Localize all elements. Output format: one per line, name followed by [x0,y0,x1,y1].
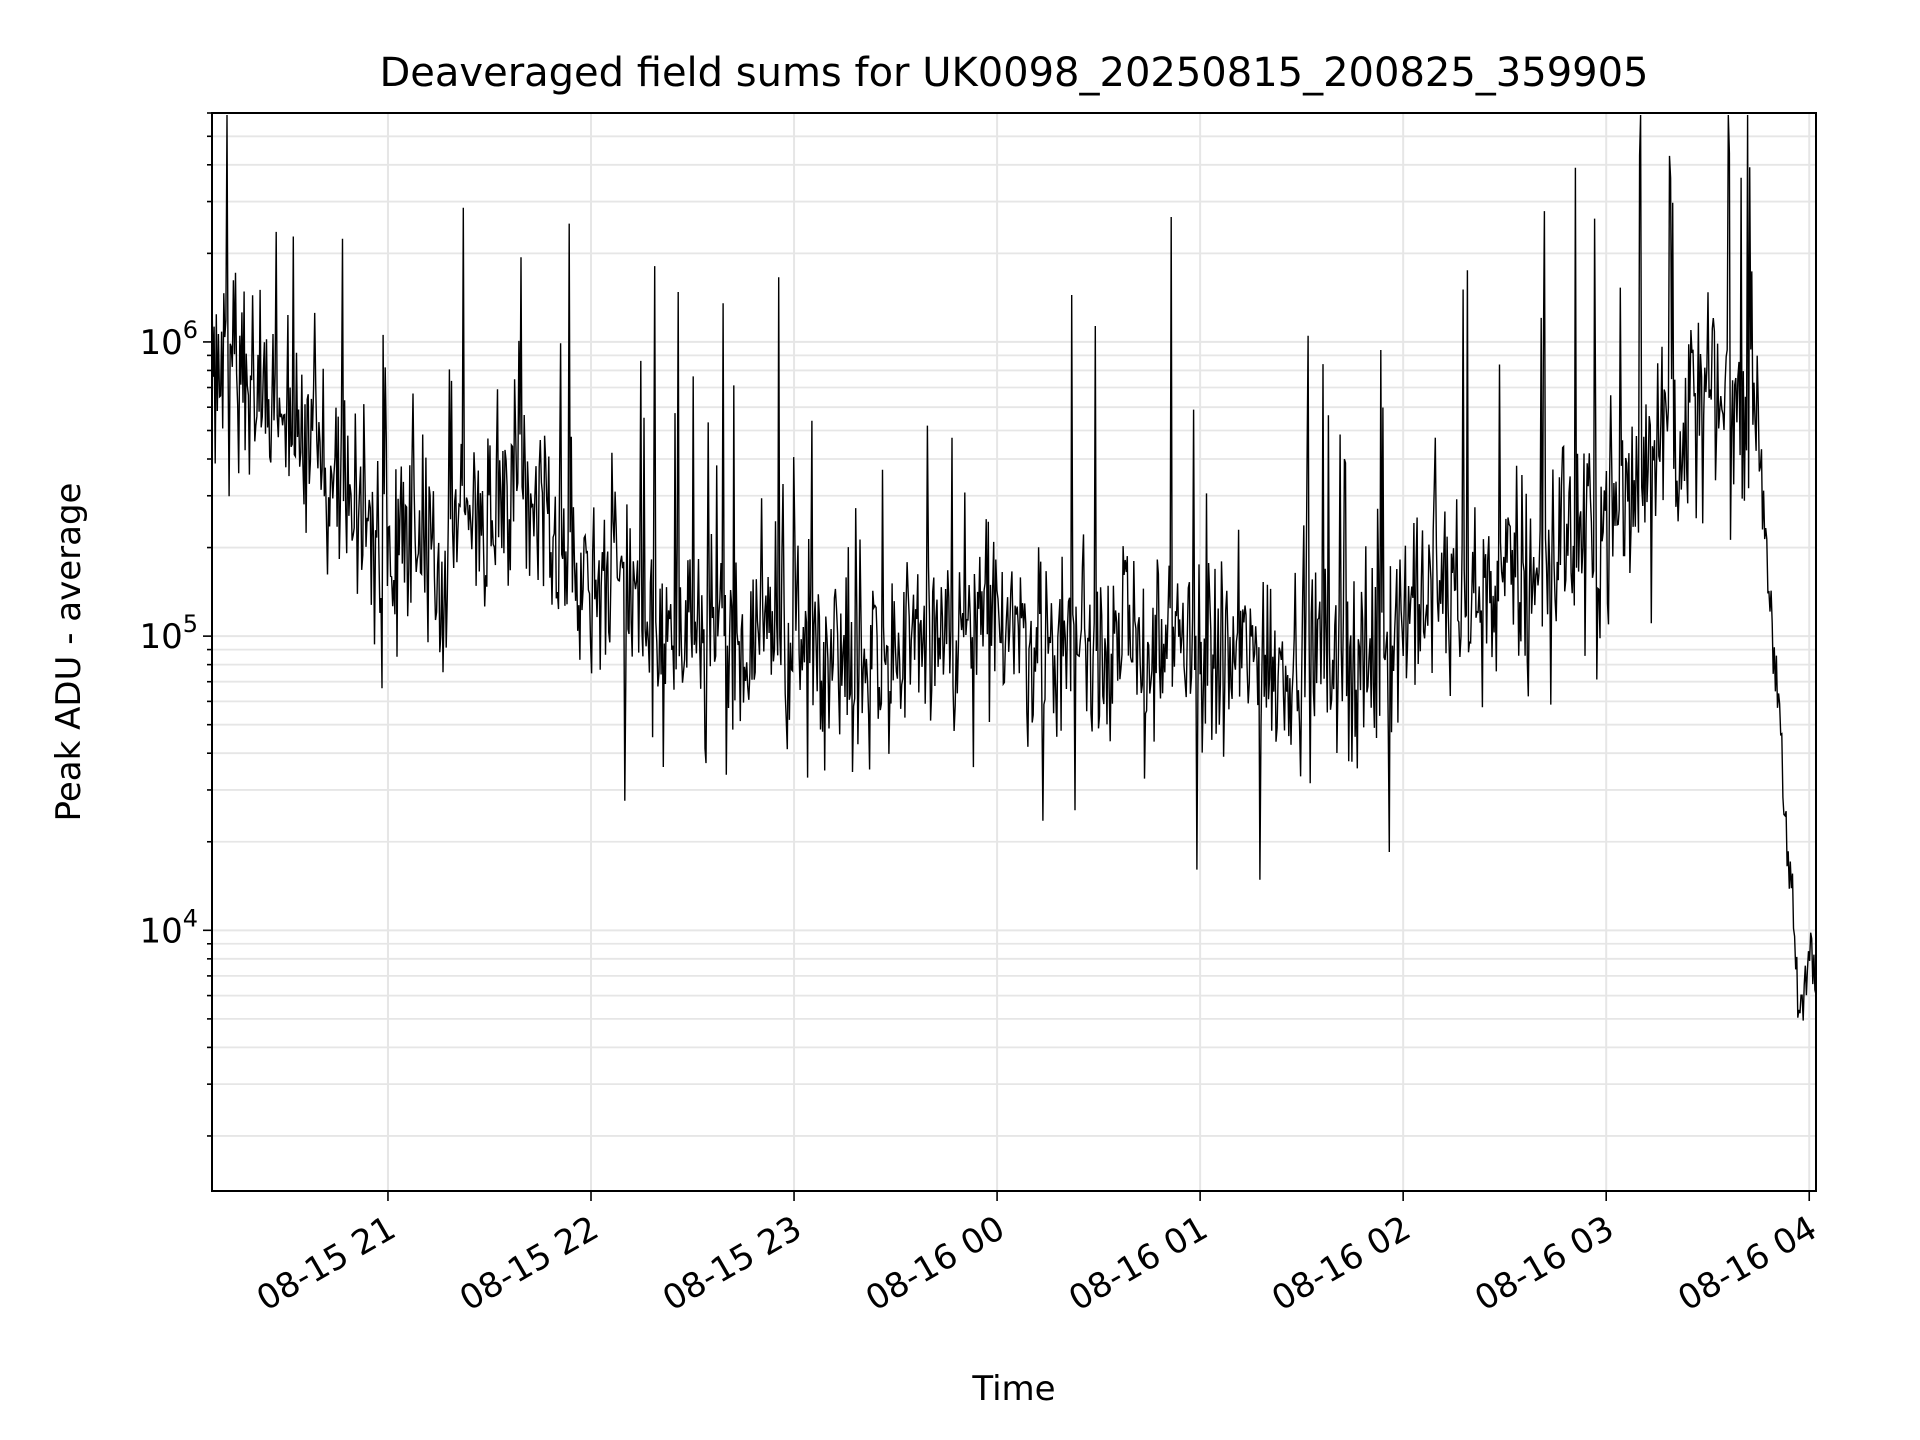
x-tick-label: 08-16 04 [1671,1208,1823,1319]
x-tick-label: 08-16 02 [1265,1208,1417,1319]
x-tick-label: 08-16 03 [1468,1208,1620,1319]
x-tick-label: 08-16 00 [859,1208,1011,1319]
chart-title: Deaveraged field sums for UK0098_2025081… [379,50,1648,96]
plot-frame [211,112,1817,1192]
x-axis-label: Time [971,1369,1055,1409]
x-axis-ticks: 08-15 21 08-15 22 08-15 23 08-16 00 08-16 01… [250,1191,1824,1319]
series-line [211,114,1817,1021]
x-tick-label: 08-15 22 [453,1208,605,1319]
grid [212,112,1816,1191]
y-axis-label: Peak ADU - average [49,483,89,822]
x-tick-label: 08-15 21 [250,1208,402,1319]
y-tick-label: 104 [139,904,198,951]
y-tick-label: 105 [139,610,198,657]
y-axis-ticks: 104 105 106 [139,112,212,1137]
y-tick-label: 106 [139,316,198,363]
x-tick-label: 08-16 01 [1062,1208,1214,1319]
x-tick-label: 08-15 23 [656,1208,808,1319]
